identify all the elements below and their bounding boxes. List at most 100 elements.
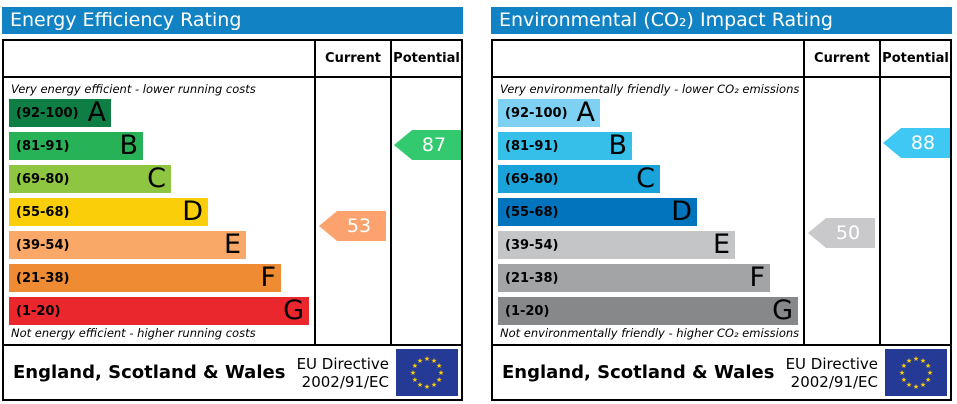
- band-letter: G: [283, 295, 304, 326]
- band-row-c: (69-80) C: [9, 165, 309, 193]
- band-bar: (92-100) A: [9, 99, 111, 127]
- band-range: (21-38): [505, 270, 559, 286]
- band-letter: B: [119, 130, 138, 161]
- column-divider: [390, 78, 392, 344]
- column-divider: [879, 78, 881, 344]
- svg-text:★: ★: [436, 362, 442, 370]
- svg-text:★: ★: [913, 383, 919, 391]
- band-letter: D: [182, 196, 203, 227]
- band-range: (92-100): [16, 105, 79, 121]
- band-range: (39-54): [505, 237, 559, 253]
- svg-text:★: ★: [412, 362, 418, 370]
- band-row-c: (69-80) C: [498, 165, 798, 193]
- svg-text:★: ★: [410, 369, 416, 377]
- bottom-caption: Not environmentally friendly - higher CO…: [500, 326, 800, 340]
- band-row-b: (81-91) B: [498, 132, 798, 160]
- band-range: (21-38): [16, 270, 70, 286]
- band-row-a: (92-100) A: [498, 99, 798, 127]
- current-column-header: Current: [803, 41, 879, 76]
- band-bar: (81-91) B: [9, 132, 143, 160]
- band-range: (81-91): [505, 138, 559, 154]
- bottom-caption: Not energy efficient - higher running co…: [11, 326, 256, 340]
- potential-column-header: Potential: [390, 41, 461, 76]
- current-rating-arrow: 53: [319, 211, 386, 241]
- rating-table: Current Potential Very environmentally f…: [491, 39, 952, 401]
- table-footer-row: England, Scotland & Wales EU Directive 2…: [4, 344, 461, 399]
- band-row-f: (21-38) F: [9, 264, 309, 292]
- panel-title: Energy Efficiency Rating: [2, 7, 463, 34]
- band-bar: (39-54) E: [9, 231, 246, 259]
- band-bar: (1-20) G: [9, 297, 309, 325]
- svg-text:★: ★: [901, 362, 907, 370]
- band-bar: (69-80) C: [498, 165, 660, 193]
- band-bar: (1-20) G: [498, 297, 798, 325]
- band-range: (55-68): [16, 204, 70, 220]
- band-row-a: (92-100) A: [9, 99, 309, 127]
- band-range: (39-54): [16, 237, 70, 253]
- band-bar: (21-38) F: [9, 264, 281, 292]
- band-letter: C: [636, 163, 655, 194]
- band-letter: A: [576, 97, 595, 128]
- band-row-f: (21-38) F: [498, 264, 798, 292]
- potential-rating-arrow: 88: [883, 128, 950, 158]
- band-letter: B: [608, 130, 627, 161]
- energy-efficiency-panel: Energy Efficiency Rating Current Potenti…: [2, 7, 463, 401]
- svg-text:★: ★: [431, 357, 437, 365]
- svg-text:★: ★: [436, 376, 442, 384]
- eu-flag-icon: ★ ★★★★★★★★★★★: [885, 349, 947, 396]
- band-row-b: (81-91) B: [9, 132, 309, 160]
- band-letter: F: [749, 262, 765, 293]
- svg-text:★: ★: [417, 357, 423, 365]
- band-row-d: (55-68) D: [9, 198, 309, 226]
- panel-title: Environmental (CO₂) Impact Rating: [491, 7, 952, 34]
- band-range: (55-68): [505, 204, 559, 220]
- band-bar: (39-54) E: [498, 231, 735, 259]
- band-letter: E: [223, 229, 241, 260]
- band-bar: (69-80) C: [9, 165, 171, 193]
- svg-text:★: ★: [412, 376, 418, 384]
- region-label: England, Scotland & Wales: [13, 362, 286, 383]
- band-row-g: (1-20) G: [9, 297, 309, 325]
- band-range: (69-80): [16, 171, 70, 187]
- eu-directive-line1: EU Directive: [785, 354, 878, 373]
- svg-text:★: ★: [899, 369, 905, 377]
- eu-directive-line1: EU Directive: [296, 354, 389, 373]
- top-caption: Very energy efficient - lower running co…: [11, 82, 256, 96]
- environmental-impact-panel: Environmental (CO₂) Impact Rating Curren…: [491, 7, 952, 401]
- bands: (92-100) A (81-91) B (69-80) C (55-68) D (39-54)…: [498, 99, 798, 330]
- band-letter: A: [87, 97, 106, 128]
- band-row-e: (39-54) E: [498, 231, 798, 259]
- svg-text:★: ★: [913, 355, 919, 363]
- potential-rating-arrow: 87: [394, 130, 461, 160]
- spacer-cell: [4, 41, 314, 76]
- svg-text:★: ★: [901, 376, 907, 384]
- band-range: (81-91): [16, 138, 70, 154]
- column-divider: [803, 78, 805, 344]
- svg-text:★: ★: [925, 362, 931, 370]
- svg-text:★: ★: [438, 369, 444, 377]
- column-divider: [314, 78, 316, 344]
- svg-text:★: ★: [417, 381, 423, 389]
- band-bar: (55-68) D: [9, 198, 208, 226]
- band-letter: F: [260, 262, 276, 293]
- region-label: England, Scotland & Wales: [502, 362, 775, 383]
- band-chart: Very environmentally friendly - lower CO…: [493, 78, 950, 344]
- table-header-row: Current Potential: [493, 41, 950, 78]
- band-chart: Very energy efficient - lower running co…: [4, 78, 461, 344]
- band-row-d: (55-68) D: [498, 198, 798, 226]
- svg-text:★: ★: [424, 355, 430, 363]
- eu-directive-label: EU Directive 2002/91/EC: [297, 355, 389, 391]
- band-range: (1-20): [505, 303, 550, 319]
- svg-text:★: ★: [925, 376, 931, 384]
- eu-directive-line2: 2002/91/EC: [301, 372, 389, 391]
- band-range: (1-20): [16, 303, 61, 319]
- band-letter: G: [772, 295, 793, 326]
- table-footer-row: England, Scotland & Wales EU Directive 2…: [493, 344, 950, 399]
- svg-text:★: ★: [906, 357, 912, 365]
- svg-text:★: ★: [927, 369, 933, 377]
- current-rating-arrow: 50: [808, 218, 875, 248]
- potential-column-header: Potential: [879, 41, 950, 76]
- band-bar: (81-91) B: [498, 132, 632, 160]
- band-letter: C: [147, 163, 166, 194]
